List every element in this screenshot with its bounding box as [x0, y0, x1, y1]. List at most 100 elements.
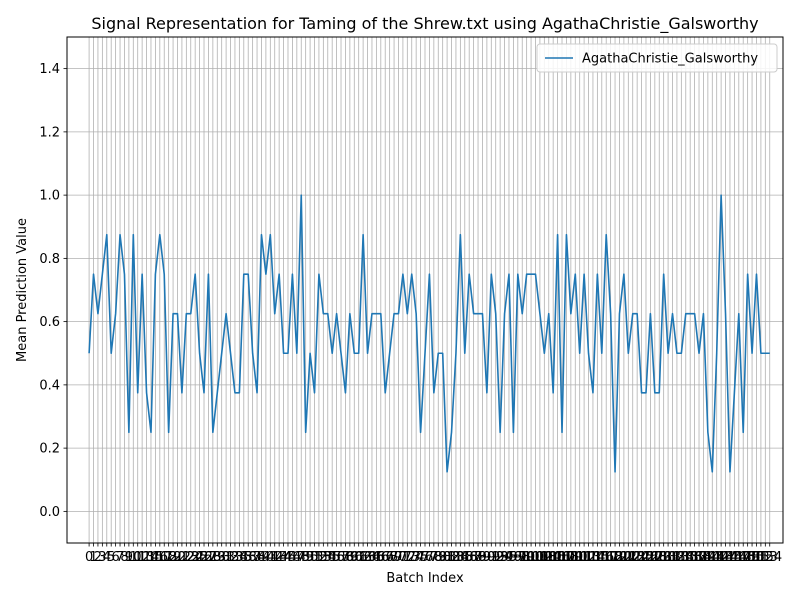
- y-tick-label: 0.4: [39, 378, 60, 393]
- x-tick-label: 125: [629, 550, 654, 565]
- x-tick-label: 73: [403, 550, 420, 565]
- x-tick-label: 117: [594, 550, 619, 565]
- x-tick-label: 105: [541, 550, 566, 565]
- x-tick-label: 136: [678, 550, 703, 565]
- x-tick-label: 152: [748, 550, 773, 565]
- x-tick-label: 127: [638, 550, 663, 565]
- x-tick-label: 75: [412, 550, 429, 565]
- y-axis-label: Mean Prediction Value: [15, 218, 30, 362]
- x-tick-label: 14: [143, 550, 160, 565]
- x-tick-label: 39: [253, 550, 270, 565]
- x-tick-label: 32: [222, 550, 239, 565]
- x-tick-label: 91: [483, 550, 500, 565]
- y-tick-label: 1.4: [39, 62, 60, 77]
- x-tick-label: 46: [284, 550, 301, 565]
- x-tick-label: 80: [434, 550, 451, 565]
- x-tick-label: 144: [713, 550, 738, 565]
- x-tick-label: 8: [120, 550, 128, 565]
- x-tick-label: 90: [479, 550, 496, 565]
- x-tick-label: 7: [116, 550, 124, 565]
- legend: AgathaChristie_Galsworthy: [536, 43, 778, 73]
- x-tick-label: 50: [302, 550, 319, 565]
- x-tick-label: 76: [417, 550, 434, 565]
- x-tick-label: 110: [563, 550, 588, 565]
- x-tick-label: 111: [567, 550, 592, 565]
- x-tick-label: 146: [722, 550, 747, 565]
- x-tick-label: 116: [589, 550, 614, 565]
- x-tick-label: 78: [426, 550, 443, 565]
- x-tick-label: 129: [647, 550, 672, 565]
- x-tick-label: 71: [395, 550, 412, 565]
- x-tick-label: 82: [443, 550, 460, 565]
- y-tick-label: 0.0: [39, 505, 60, 520]
- x-tick-label: 30: [213, 550, 230, 565]
- x-tick-label: 72: [399, 550, 416, 565]
- y-tick-label: 0.2: [39, 442, 60, 457]
- x-tick-label: 134: [669, 550, 694, 565]
- x-tick-label: 34: [231, 550, 248, 565]
- x-tick-label: 63: [359, 550, 376, 565]
- x-tick-label: 70: [390, 550, 407, 565]
- x-tick-label: 51: [306, 550, 323, 565]
- x-tick-label: 118: [598, 550, 623, 565]
- x-tick-label: 58: [337, 550, 354, 565]
- x-tick-label: 0: [85, 550, 93, 565]
- x-tick-label: 64: [364, 550, 381, 565]
- x-tick-label: 40: [258, 550, 275, 565]
- x-tick-label: 119: [603, 550, 628, 565]
- x-tick-label: 115: [585, 550, 610, 565]
- x-tick-label: 131: [656, 550, 681, 565]
- x-tick-label: 42: [266, 550, 283, 565]
- x-tick-label: 22: [178, 550, 195, 565]
- x-tick-label: 99: [518, 550, 535, 565]
- y-tick-label: 1.2: [39, 125, 60, 140]
- x-tick-label: 41: [262, 550, 279, 565]
- x-tick-label: 10: [125, 550, 142, 565]
- x-tick-label: 104: [536, 550, 561, 565]
- x-tick-label: 57: [333, 550, 350, 565]
- x-tick-label: 133: [665, 550, 690, 565]
- x-tick-label: 37: [244, 550, 261, 565]
- y-tick-label: 1.0: [39, 189, 60, 204]
- x-tick-label: 20: [169, 550, 186, 565]
- plot-area: [88, 194, 770, 473]
- x-tick-label: 114: [581, 550, 606, 565]
- x-tick-label: 141: [700, 550, 725, 565]
- x-tick-label: 140: [695, 550, 720, 565]
- x-tick-label: 101: [523, 550, 548, 565]
- x-tick-label: 86: [461, 550, 478, 565]
- x-tick-label: 6: [111, 550, 119, 565]
- x-tick-label: 81: [439, 550, 456, 565]
- x-tick-label: 88: [470, 550, 487, 565]
- x-tick-label: 122: [616, 550, 641, 565]
- x-tick-label: 18: [160, 550, 177, 565]
- x-tick-label: 89: [474, 550, 491, 565]
- x-tick-label: 151: [744, 550, 769, 565]
- x-tick-label: 61: [350, 550, 367, 565]
- x-tick-label: 96: [505, 550, 522, 565]
- x-tick-label: 107: [550, 550, 575, 565]
- x-tick-label: 106: [545, 550, 570, 565]
- x-tick-label: 130: [651, 550, 676, 565]
- x-tick-label: 47: [289, 550, 306, 565]
- x-tick-label: 31: [218, 550, 235, 565]
- x-tick-label: 98: [514, 550, 531, 565]
- x-tick-label: 83: [448, 550, 465, 565]
- x-tick-label: 59: [342, 550, 359, 565]
- x-tick-label: 95: [501, 550, 518, 565]
- x-tick-label: 65: [368, 550, 385, 565]
- y-tick-label: 0.6: [39, 315, 60, 330]
- x-tick-label: 103: [532, 550, 557, 565]
- x-tick-label: 85: [457, 550, 474, 565]
- x-tick-label: 44: [275, 550, 292, 565]
- x-tick-label: 143: [709, 550, 734, 565]
- x-tick-label: 148: [731, 550, 756, 565]
- x-tick-label: 145: [718, 550, 743, 565]
- x-tick-label: 1: [89, 550, 97, 565]
- legend-label: AgathaChristie_Galsworthy: [582, 52, 758, 67]
- x-tick-label: 23: [182, 550, 199, 565]
- x-tick-label: 27: [200, 550, 217, 565]
- x-tick-label: 123: [620, 550, 645, 565]
- x-tick-label: 19: [165, 550, 182, 565]
- x-tick-label: 113: [576, 550, 601, 565]
